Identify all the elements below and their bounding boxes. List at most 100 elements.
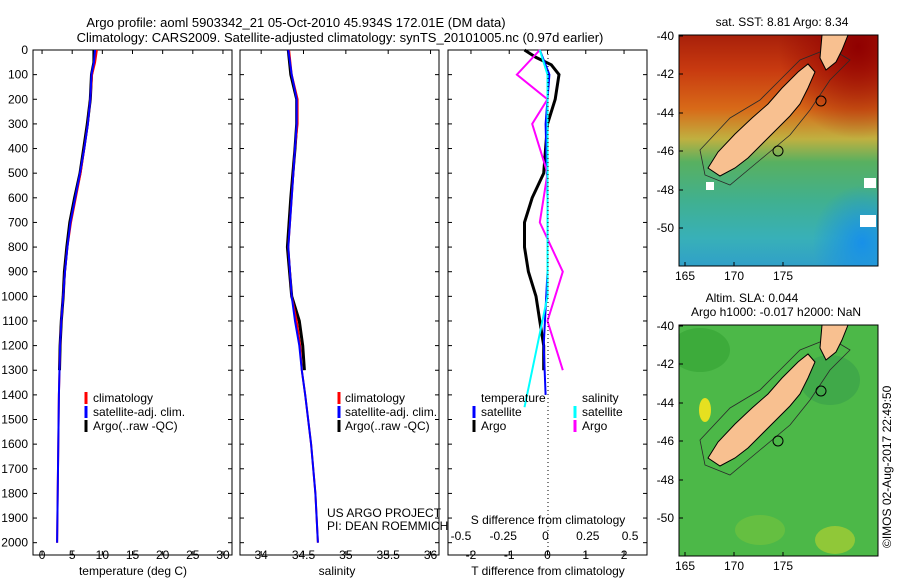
salinity-difference-ticks: -0.5 -0.25 0 0.25 0.5 — [451, 529, 639, 543]
header-line1: Argo profile: aoml 5903342_21 05-Oct-201… — [86, 15, 505, 30]
series-satellite-adj-clim — [56, 49, 97, 543]
s-diff-tick-label: 0.25 — [576, 529, 600, 543]
depth-tick-label: 300 — [8, 117, 28, 131]
legend-label-argo: Argo(..raw -QC) — [345, 419, 430, 433]
x-tick-label: 15 — [126, 548, 140, 562]
depth-tick-label: 1300 — [1, 363, 28, 377]
sla-anomaly — [815, 526, 855, 554]
x-tick-label: 35 — [339, 548, 353, 562]
depth-tick-label: 2000 — [1, 536, 28, 550]
map-lat-label: -46 — [657, 144, 675, 158]
map-lat-label: -42 — [657, 357, 675, 371]
series-satellite-adj-clim — [287, 49, 319, 543]
depth-tick-label: 1600 — [1, 437, 28, 451]
legend-label-climatology: climatology — [93, 391, 153, 405]
depth-tick-label: 1400 — [1, 388, 28, 402]
argo-location-marker — [772, 435, 784, 447]
depth-tick-label: 100 — [8, 68, 28, 82]
x-tick-label: -1 — [504, 548, 515, 562]
sla-anomaly — [679, 328, 730, 372]
map-lat-label: -44 — [657, 106, 675, 120]
salinity-x-axis: 34 34.5 35 35.5 36 — [254, 50, 438, 562]
sst-map-title: sat. SST: 8.81 Argo: 8.34 — [716, 15, 849, 29]
missing-data-patch — [864, 178, 876, 188]
depth-tick-label: 1700 — [1, 462, 28, 476]
depth-tick-label: 600 — [8, 191, 28, 205]
sla-anomaly — [735, 515, 785, 545]
map-lat-label: -44 — [657, 396, 675, 410]
project-annotation-line2: PI: DEAN ROEMMICH — [327, 519, 448, 533]
series-argo-raw-qc — [58, 50, 96, 371]
x-tick-label: 10 — [96, 548, 110, 562]
continental-shelf-contour — [699, 47, 851, 186]
s-difference-axis-label: S difference from climatology — [471, 513, 626, 527]
sst-map — [679, 35, 878, 266]
x-tick-label: 35.5 — [377, 548, 401, 562]
map-lat-label: -50 — [657, 221, 675, 235]
depth-tick-label: 800 — [8, 240, 28, 254]
missing-data-patch — [860, 215, 876, 227]
depth-axis-labels: 0 100 200 300 400 500 600 700 800 900 1000 1100 1200… — [1, 43, 647, 550]
legend-title-temperature: temperature — [481, 391, 546, 405]
map-lon-label: 175 — [773, 559, 793, 573]
south-island-landmass — [707, 353, 816, 467]
depth-tick-label: 900 — [8, 265, 28, 279]
legend-label-sal-argo: Argo — [582, 419, 608, 433]
x-tick-label: 20 — [156, 548, 170, 562]
map-lon-label: 170 — [724, 559, 744, 573]
depth-tick-label: 1000 — [1, 289, 28, 303]
eddy-marker — [815, 95, 827, 107]
s-diff-tick-label: -0.5 — [451, 529, 472, 543]
map-lon-label: 165 — [675, 269, 695, 283]
salinity-plot-frame — [239, 49, 440, 556]
depth-tick-label: 200 — [8, 92, 28, 106]
depth-tick-label: 500 — [8, 166, 28, 180]
depth-tick-label: 0 — [21, 43, 28, 57]
salinity-series — [285, 49, 319, 543]
difference-series — [515, 48, 564, 408]
header-line2: Climatology: CARS2009. Satellite-adjuste… — [77, 30, 604, 45]
temperature-series — [56, 49, 98, 543]
x-tick-label: 1 — [582, 548, 589, 562]
map-lat-label: -40 — [657, 29, 675, 43]
s-diff-tick-label: 0.5 — [622, 529, 639, 543]
x-tick-label: 5 — [69, 548, 76, 562]
legend-label-argo: Argo(..raw -QC) — [93, 419, 178, 433]
depth-tick-label: 400 — [8, 142, 28, 156]
continental-shelf-contour — [699, 337, 851, 476]
missing-data-patch — [706, 182, 714, 190]
legend-label-sal-satellite: satellite — [582, 405, 623, 419]
legend-label-climatology: climatology — [345, 391, 405, 405]
sla-map — [679, 325, 878, 556]
s-diff-tick-label: 0 — [542, 529, 549, 543]
map-lat-label: -48 — [657, 473, 675, 487]
legend-label-satellite: satellite-adj. clim. — [345, 405, 437, 419]
legend-title-salinity: salinity — [582, 391, 619, 405]
legend-label-temp-argo: Argo — [481, 419, 507, 433]
credit-text: ©IMOS 02-Aug-2017 22:49:50 — [880, 385, 894, 548]
legend-label-satellite: satellite-adj. clim. — [93, 405, 185, 419]
sla-anomaly — [699, 398, 711, 422]
x-tick-label: 25 — [186, 548, 200, 562]
x-tick-label: 0 — [39, 548, 46, 562]
temperature-legend: climatology satellite-adj. clim. Argo(..… — [84, 391, 185, 433]
t-difference-axis-label: T difference from climatology — [471, 564, 625, 578]
temperature-x-axis: 0 5 10 15 20 25 30 — [39, 50, 230, 562]
project-annotation-line1: US ARGO PROJECT — [327, 506, 442, 520]
salinity-legend: climatology satellite-adj. clim. Argo(..… — [337, 391, 437, 433]
map-lon-label: 170 — [724, 269, 744, 283]
south-island-landmass — [707, 63, 816, 177]
sla-map-title2: Argo h1000: -0.017 h2000: NaN — [691, 305, 861, 319]
map-lon-label: 175 — [773, 269, 793, 283]
x-tick-label: 34.5 — [292, 548, 316, 562]
sst-cold-patch — [679, 35, 878, 266]
argo-location-marker — [772, 145, 784, 157]
x-tick-label: 36 — [424, 548, 438, 562]
x-tick-label: 30 — [216, 548, 230, 562]
eddy-marker — [815, 385, 827, 397]
x-tick-label: 34 — [254, 548, 268, 562]
legend-label-temp-satellite: satellite — [481, 405, 522, 419]
x-tick-label: 2 — [621, 548, 628, 562]
difference-legend: temperature salinity satellite Argo sate… — [472, 391, 623, 433]
